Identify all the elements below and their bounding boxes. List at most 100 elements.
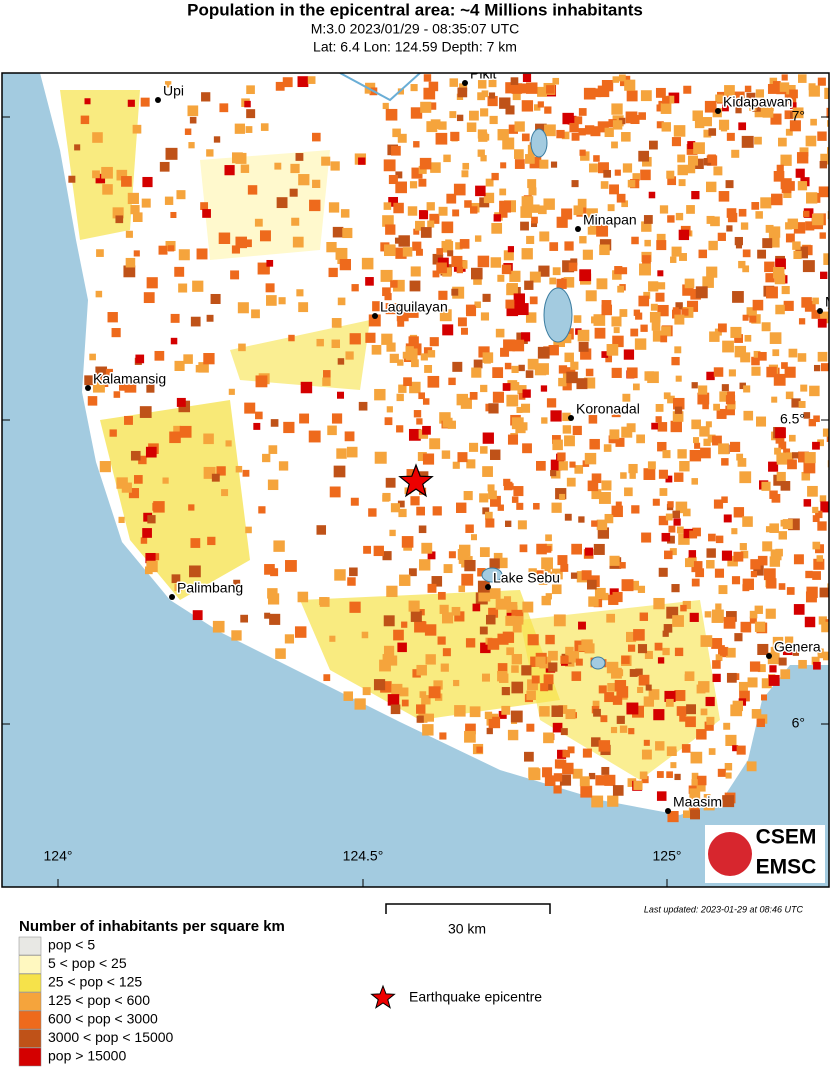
population-cell	[358, 157, 366, 165]
city-dot	[169, 594, 175, 600]
population-cell	[649, 311, 661, 323]
population-cell	[804, 616, 816, 628]
population-cell	[466, 122, 477, 132]
population-cell	[656, 121, 664, 129]
population-cell	[361, 631, 369, 639]
population-cell	[422, 398, 430, 405]
population-cell	[544, 545, 552, 553]
population-cell	[771, 193, 783, 206]
population-cell	[550, 161, 558, 168]
population-cell	[398, 235, 410, 247]
population-cell	[384, 417, 393, 426]
cities: Upi Pikit Kidapawan Minapan Laguilayan Kalama…	[85, 73, 829, 814]
city-dot	[462, 80, 468, 86]
population-cell	[393, 629, 404, 641]
population-cell	[684, 278, 695, 289]
population-cell	[754, 605, 763, 614]
population-cell	[754, 107, 765, 118]
population-cell	[687, 165, 696, 174]
population-cell	[696, 782, 704, 791]
population-cell	[803, 412, 811, 419]
population-cell	[703, 158, 712, 166]
population-cell	[387, 655, 398, 666]
population-cell	[595, 775, 606, 786]
population-cell	[308, 430, 321, 443]
population-cell	[776, 164, 784, 172]
population-cell	[732, 91, 745, 104]
population-cell	[489, 588, 501, 599]
population-cell	[397, 642, 407, 653]
population-cell	[593, 708, 601, 717]
population-cell	[725, 395, 736, 405]
population-cell	[678, 533, 690, 545]
population-cell	[716, 408, 727, 419]
population-cell	[354, 698, 366, 710]
population-cell	[520, 206, 533, 218]
population-cell	[655, 741, 665, 751]
population-cell	[492, 391, 504, 403]
population-cell	[638, 112, 646, 120]
population-cell	[692, 798, 699, 805]
population-cell	[727, 555, 738, 567]
population-cell	[785, 452, 794, 461]
population-cell	[521, 133, 530, 142]
population-cell	[757, 249, 767, 259]
population-cell	[429, 438, 441, 450]
population-cell	[718, 443, 729, 455]
population-cell	[451, 288, 459, 296]
population-cell	[497, 129, 509, 141]
population-cell	[441, 240, 454, 253]
population-cell	[786, 587, 795, 595]
population-cell	[667, 176, 677, 186]
population-cell	[472, 603, 481, 612]
population-cell	[781, 183, 792, 194]
population-cell	[572, 425, 582, 436]
population-cell	[397, 133, 407, 143]
population-cell	[712, 673, 721, 683]
population-cell	[769, 332, 782, 344]
population-cell	[614, 169, 621, 176]
population-cell	[710, 216, 720, 227]
population-cell	[811, 310, 821, 319]
population-cell	[146, 560, 158, 573]
population-cell	[774, 447, 781, 455]
population-cell	[643, 739, 650, 746]
population-cell	[643, 291, 651, 299]
population-cell	[247, 185, 258, 195]
population-cell	[544, 775, 556, 786]
population-cell	[769, 490, 778, 499]
population-cell	[727, 391, 735, 400]
population-cell	[441, 450, 451, 459]
population-cell	[264, 564, 275, 575]
population-cell	[268, 445, 278, 454]
population-cell	[773, 171, 785, 182]
population-cell	[596, 519, 608, 531]
population-cell	[84, 375, 95, 386]
population-cell	[327, 425, 337, 436]
population-cell	[488, 79, 497, 88]
population-cell	[514, 340, 524, 350]
population-cell	[514, 149, 524, 159]
population-cell	[337, 358, 345, 365]
population-cell	[793, 250, 802, 260]
population-cell	[613, 327, 620, 334]
population-cell	[340, 209, 350, 218]
population-cell	[675, 302, 683, 310]
population-cell	[401, 621, 408, 628]
subtitle: M:3.0 2023/01/29 - 08:35:07 UTC	[311, 21, 520, 37]
population-cell	[170, 337, 178, 345]
population-cell	[632, 173, 640, 181]
population-cell	[755, 211, 763, 219]
population-cell	[567, 746, 575, 754]
population-cell	[675, 501, 688, 514]
population-cell	[423, 74, 432, 82]
population-cell	[749, 610, 758, 619]
population-cell	[521, 665, 532, 676]
population-cell	[413, 410, 422, 418]
population-cell	[674, 647, 684, 657]
population-cell	[757, 643, 769, 655]
population-cell	[339, 258, 352, 271]
population-cell	[210, 293, 221, 304]
population-cell	[231, 245, 241, 254]
population-cell	[792, 452, 799, 459]
